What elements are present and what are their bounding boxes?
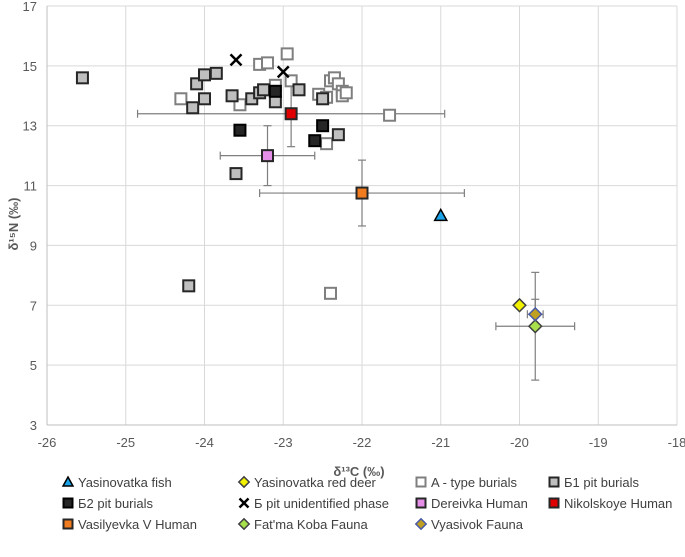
legend-label: Fat'ma Koba Fauna (254, 517, 369, 532)
legend-label: Vasilyevka V Human (78, 517, 197, 532)
vasilyevka-v-human-point (355, 186, 369, 200)
legend: Yasinovatka fish Yasinovatka red deer A - … (61, 475, 672, 532)
a-type-burials-point (324, 286, 337, 300)
axes (46, 6, 677, 426)
legend-label: Б2 pit burials (78, 496, 154, 511)
legend-label: Yasinovatka fish (78, 475, 172, 490)
legend-label: Yasinovatka red deer (254, 475, 377, 490)
1-pit-burials-point (198, 92, 211, 106)
legend-label: Б pit unidentified phase (254, 496, 389, 511)
legend-marker-vasilyevka-v-human (62, 518, 74, 530)
x-tick-label: -24 (195, 435, 214, 450)
x-tick-label: -21 (431, 435, 450, 450)
a-type-burials-point (383, 108, 397, 122)
1-pit-burials-point (182, 279, 196, 293)
legend-item-yasinovatka-fish: Yasinovatka fish (61, 475, 172, 490)
1-pit-burials-point (225, 89, 239, 103)
a-type-burials-point (174, 92, 188, 106)
vyasivok-fauna-point (527, 306, 543, 322)
legend-marker-dereivka-human (415, 497, 427, 509)
legend-item-vyasivok-fauna: Vyasivok Fauna (414, 517, 524, 532)
x-tick-label: -20 (510, 435, 529, 450)
legend-item-2-pit-burials: Б2 pit burials (62, 496, 154, 511)
x-tick-label: -22 (353, 435, 372, 450)
a-type-burials-point (339, 86, 353, 100)
legend-marker-yasinovatka-fish (61, 475, 75, 487)
legend-marker-nikolskoye-human (548, 497, 560, 509)
y-tick-label: 3 (30, 418, 37, 433)
1-pit-burials-point (229, 167, 243, 181)
1-pit-burials-point (316, 92, 330, 106)
1-pit-burials-point (198, 68, 211, 82)
pit-unidentified-phase-point (229, 53, 243, 67)
y-tick-label: 11 (24, 179, 38, 194)
y-tick-label: 17 (23, 0, 37, 14)
dereivka-human-point (261, 149, 274, 163)
legend-item-fat-ma-koba-fauna: Fat'ma Koba Fauna (237, 517, 369, 532)
data-points (75, 47, 543, 334)
1-pit-burials-point (268, 95, 282, 109)
y-axis-title: δ¹⁵N (‰) (6, 198, 21, 251)
fat-ma-koba-fauna-point (527, 318, 543, 334)
legend-item-dereivka-human: Dereivka Human (415, 496, 528, 511)
yasinovatka-fish-point (433, 207, 449, 222)
legend-marker-a-type-burials (415, 476, 427, 488)
x-tick-label: -18 (668, 435, 685, 450)
legend-item-a-type-burials: A - type burials (415, 475, 517, 490)
y-tick-label: 9 (30, 238, 37, 253)
legend-item-vasilyevka-v-human: Vasilyevka V Human (62, 517, 197, 532)
a-type-burials-point (261, 56, 274, 70)
a-type-burials-point (284, 74, 298, 88)
a-type-burials-point (320, 137, 334, 151)
x-axis-title: δ¹³C (‰) (333, 464, 384, 479)
x-tick-label: -25 (116, 435, 135, 450)
2-pit-burials-point (308, 134, 322, 148)
legend-label: A - type burials (431, 475, 517, 490)
x-tick-label: -23 (274, 435, 293, 450)
y-tick-label: 7 (30, 298, 37, 313)
1-pit-burials-point (75, 71, 89, 85)
y-tick-label: 13 (23, 119, 37, 134)
1-pit-burials-point (190, 77, 204, 91)
1-pit-burials-point (186, 101, 200, 115)
legend-label: Б1 pit burials (564, 475, 640, 490)
legend-marker-fat-ma-koba-fauna (237, 517, 251, 531)
2-pit-burials-point (268, 84, 282, 98)
legend-marker-2-pit-burials (62, 497, 74, 509)
2-pit-burials-point (316, 119, 330, 133)
1-pit-burials-point (292, 83, 306, 97)
y-tick-label: 5 (30, 358, 37, 373)
legend-marker-1-pit-burials (548, 476, 560, 488)
legend-marker-yasinovatka-red-deer (237, 475, 251, 489)
y-tick-label: 15 (23, 59, 37, 74)
pit-unidentified-phase-point (276, 65, 290, 79)
2-pit-burials-point (233, 123, 247, 137)
x-tick-label: -19 (589, 435, 608, 450)
1-pit-burials-point (331, 128, 345, 142)
legend-marker-vyasivok-fauna (414, 517, 428, 531)
1-pit-burials-point (257, 83, 271, 97)
1-pit-burials-point (209, 66, 223, 80)
legend-item-1-pit-burials: Б1 pit burials (548, 475, 640, 490)
legend-marker-pit-unidentified-phase (238, 497, 250, 509)
nikolskoye-human-point (284, 107, 298, 121)
legend-item-nikolskoye-human: Nikolskoye Human (548, 496, 672, 511)
yasinovatka-red-deer-point (512, 297, 527, 313)
legend-item-yasinovatka-red-deer: Yasinovatka red deer (237, 475, 377, 490)
a-type-burials-point (280, 47, 294, 61)
legend-label: Nikolskoye Human (564, 496, 672, 511)
legend-label: Vyasivok Fauna (431, 517, 524, 532)
legend-label: Dereivka Human (431, 496, 528, 511)
x-tick-label: -26 (38, 435, 57, 450)
tick-labels: -26 -25 -24 -23 -22 -21 -20 -19 -18 3 5 7 9 11 13 15 17 (23, 0, 685, 450)
legend-item-pit-unidentified-phase: Б pit unidentified phase (238, 496, 389, 511)
